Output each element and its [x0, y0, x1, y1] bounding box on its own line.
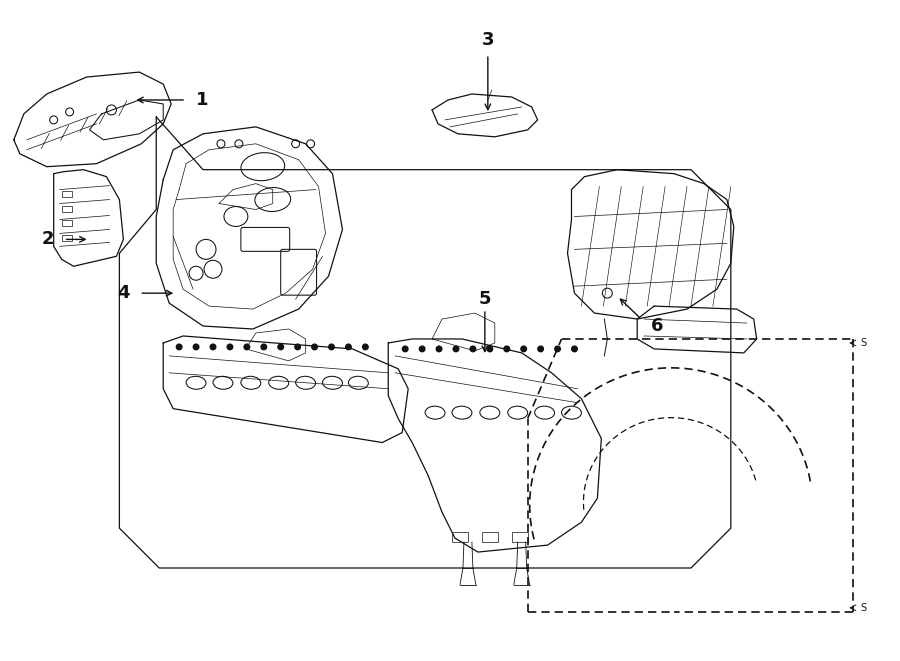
Circle shape [346, 344, 351, 350]
Text: 1: 1 [196, 91, 209, 109]
Bar [61, 235, 72, 241]
Bar [452, 532, 468, 542]
Circle shape [244, 344, 249, 350]
Circle shape [211, 344, 216, 350]
Circle shape [504, 346, 509, 352]
Circle shape [521, 346, 526, 352]
Circle shape [311, 344, 318, 350]
Text: 3: 3 [482, 31, 494, 49]
Text: 5: 5 [479, 290, 491, 308]
Circle shape [261, 344, 266, 350]
Text: 4: 4 [117, 284, 130, 302]
Circle shape [436, 346, 442, 352]
Circle shape [227, 344, 233, 350]
Text: S: S [860, 603, 867, 613]
Circle shape [487, 346, 492, 352]
Circle shape [194, 344, 199, 350]
Bar [512, 532, 527, 542]
Bar [482, 532, 498, 542]
Bar [61, 221, 72, 227]
Circle shape [419, 346, 425, 352]
Circle shape [454, 346, 459, 352]
Circle shape [295, 344, 301, 350]
Circle shape [278, 344, 284, 350]
Circle shape [402, 346, 408, 352]
Text: 6: 6 [652, 317, 663, 335]
Text: 2: 2 [41, 231, 54, 249]
Bar [61, 190, 72, 196]
Circle shape [572, 346, 577, 352]
Circle shape [328, 344, 334, 350]
Text: S: S [860, 338, 867, 348]
Circle shape [538, 346, 544, 352]
Circle shape [554, 346, 561, 352]
Circle shape [363, 344, 368, 350]
Circle shape [176, 344, 182, 350]
Circle shape [470, 346, 476, 352]
Bar [61, 206, 72, 212]
